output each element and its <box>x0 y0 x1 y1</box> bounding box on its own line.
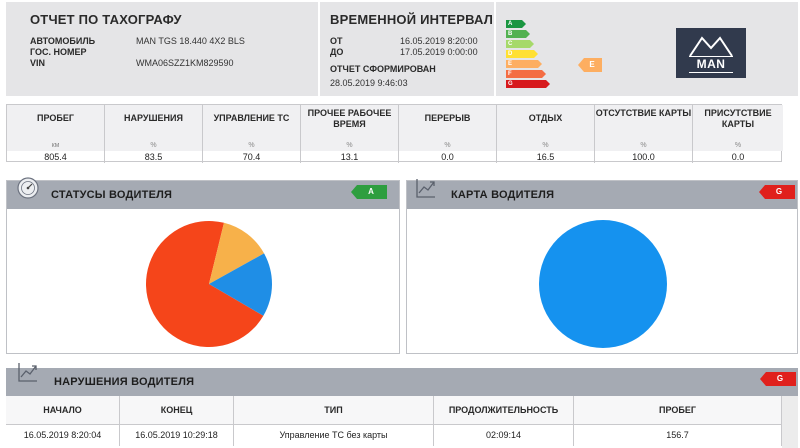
pie-slice <box>539 220 667 348</box>
panel-header: КАРТА ВОДИТЕЛЯ G <box>407 181 797 209</box>
stat-unit: % <box>105 141 203 151</box>
panel-header: СТАТУСЫ ВОДИТЕЛЯ A <box>7 181 399 209</box>
stat-label: ПРИСУТСТВИЕ КАРТЫ <box>704 108 772 129</box>
panel-title: НАРУШЕНИЯ ВОДИТЕЛЯ <box>54 376 195 388</box>
stat-header: ПРИСУТСТВИЕ КАРТЫ <box>693 105 783 141</box>
interval-from-value: 16.05.2019 8:20:00 <box>400 36 478 46</box>
trend-chart-icon <box>18 363 37 382</box>
efficiency-grade-bar: C <box>506 40 534 48</box>
report-title: ОТЧЕТ ПО ТАХОГРАФУ <box>30 12 182 27</box>
driver-status-panel: СТАТУСЫ ВОДИТЕЛЯ A УправлениеТС70,4%Проч… <box>6 180 400 354</box>
table-column-header[interactable]: ПРОДОЛЖИТЕЛЬНОСТЬ <box>434 396 574 424</box>
man-logo-icon: MAN <box>676 28 746 78</box>
interval-from-label: ОТ <box>330 36 343 46</box>
table-column-header[interactable]: ТИП <box>234 396 434 424</box>
header-divider <box>318 2 320 96</box>
stat-value: 100.0 <box>595 151 693 163</box>
stat-header: ОТДЫХ <box>497 105 595 141</box>
interval-to-value: 17.05.2019 0:00:00 <box>400 47 478 57</box>
stat-header: ПРОЧЕЕ РАБОЧЕЕ ВРЕМЯ <box>301 105 399 141</box>
stat-unit: % <box>203 141 301 151</box>
trend-chart-icon <box>416 179 435 198</box>
stat-value: 0.0 <box>399 151 497 163</box>
efficiency-grade-bar: D <box>506 50 538 58</box>
driver-card-panel: КАРТА ВОДИТЕЛЯ G Отсутствие100% <box>406 180 798 354</box>
header-divider <box>494 2 496 96</box>
stat-unit: км <box>7 141 105 151</box>
grade-badge: G <box>760 372 796 386</box>
vin-value: WMA06SZZ1KM829590 <box>136 58 234 68</box>
table-column-header[interactable]: НАЧАЛО <box>6 396 120 424</box>
interval-to-label: ДО <box>330 47 344 57</box>
stat-label: ПРОБЕГ <box>37 113 74 123</box>
stat-unit: % <box>595 141 693 151</box>
stat-header: ПЕРЕРЫВ <box>399 105 497 141</box>
report-header: ОТЧЕТ ПО ТАХОГРАФУ АВТОМОБИЛЬ MAN TGS 18… <box>6 2 798 96</box>
table-column-header[interactable]: КОНЕЦ <box>120 396 234 424</box>
driver-card-pie-chart: Отсутствие100% <box>539 220 667 348</box>
violations-table: НАЧАЛО 16.05.2019 8:20:04 КОНЕЦ 16.05.2019 … <box>6 396 782 448</box>
stat-value: 13.1 <box>301 151 399 163</box>
stat-unit: % <box>497 141 595 151</box>
vehicle-label: АВТОМОБИЛЬ <box>30 36 96 46</box>
generated-value: 28.05.2019 9:46:03 <box>330 78 408 88</box>
pie-slice <box>146 221 264 347</box>
efficiency-grade-bar: G <box>506 80 550 88</box>
stat-label: НАРУШЕНИЯ <box>124 113 183 123</box>
grade-badge: A <box>351 185 387 199</box>
stat-header: УПРАВЛЕНИЕ ТС <box>203 105 301 141</box>
generated-label: ОТЧЕТ СФОРМИРОВАН <box>330 64 436 74</box>
table-cell: 02:09:14 <box>434 424 574 446</box>
stat-value: 0.0 <box>731 152 745 162</box>
pie-slice <box>209 222 265 284</box>
stat-value: 16.5 <box>497 151 595 163</box>
stat-value: 83.5 <box>105 151 203 163</box>
table-cell: 156.7 <box>574 424 782 446</box>
interval-title: ВРЕМЕННОЙ ИНТЕРВАЛ <box>330 12 494 27</box>
table-cell: Управление ТС без карты <box>234 424 434 446</box>
summary-stats-table: ПРОБЕГ км 805.4 НАРУШЕНИЯ% 83.5 УПРАВЛЕНИЕ ТС… <box>6 104 783 163</box>
pie-slice <box>209 253 273 316</box>
stat-label: ПРОЧЕЕ РАБОЧЕЕ ВРЕМЯ <box>307 108 392 129</box>
stat-label: ОТДЫХ <box>528 113 563 123</box>
speedometer-icon <box>17 177 39 199</box>
stat-header: ОТСУТСТВИЕ КАРТЫ <box>595 105 693 141</box>
logo-text: MAN <box>696 57 726 71</box>
table-cell: 16.05.2019 10:29:18 <box>120 424 234 446</box>
table-cell: 16.05.2019 8:20:04 <box>6 424 120 446</box>
stat-header: ПРОБЕГ <box>7 105 105 141</box>
stat-header: НАРУШЕНИЯ <box>105 105 203 141</box>
stat-value: 805.4 <box>7 151 105 163</box>
table-scrollbar[interactable] <box>782 396 798 448</box>
plate-label: ГОС. НОМЕР <box>30 47 87 57</box>
vin-label: VIN <box>30 58 46 68</box>
efficiency-grade-bar: A <box>506 20 526 28</box>
stat-label: ОТСУТСТВИЕ КАРТЫ <box>595 108 692 118</box>
table-column-header[interactable]: ПРОБЕГ <box>574 396 782 424</box>
stat-unit: % <box>301 141 399 151</box>
stat-label: ПЕРЕРЫВ <box>424 113 471 123</box>
efficiency-grade-bar: E <box>506 60 542 68</box>
violations-header: НАРУШЕНИЯ ВОДИТЕЛЯ G <box>6 368 798 396</box>
stat-unit: % <box>399 141 497 151</box>
efficiency-grade-bar: F <box>506 70 546 78</box>
stat-unit: % <box>693 141 783 151</box>
stat-value: 70.4 <box>203 151 301 163</box>
current-grade-indicator: E <box>578 58 602 72</box>
efficiency-grade-bar: B <box>506 30 530 38</box>
panel-title: СТАТУСЫ ВОДИТЕЛЯ <box>51 189 173 201</box>
vehicle-value: MAN TGS 18.440 4X2 BLS <box>136 36 245 46</box>
driver-status-pie-chart: УправлениеТС70,4%Прочеерабочеевремя13,1%… <box>146 221 273 347</box>
panel-title: КАРТА ВОДИТЕЛЯ <box>451 189 555 201</box>
stat-label: УПРАВЛЕНИЕ ТС <box>213 113 290 123</box>
grade-badge: G <box>759 185 795 199</box>
